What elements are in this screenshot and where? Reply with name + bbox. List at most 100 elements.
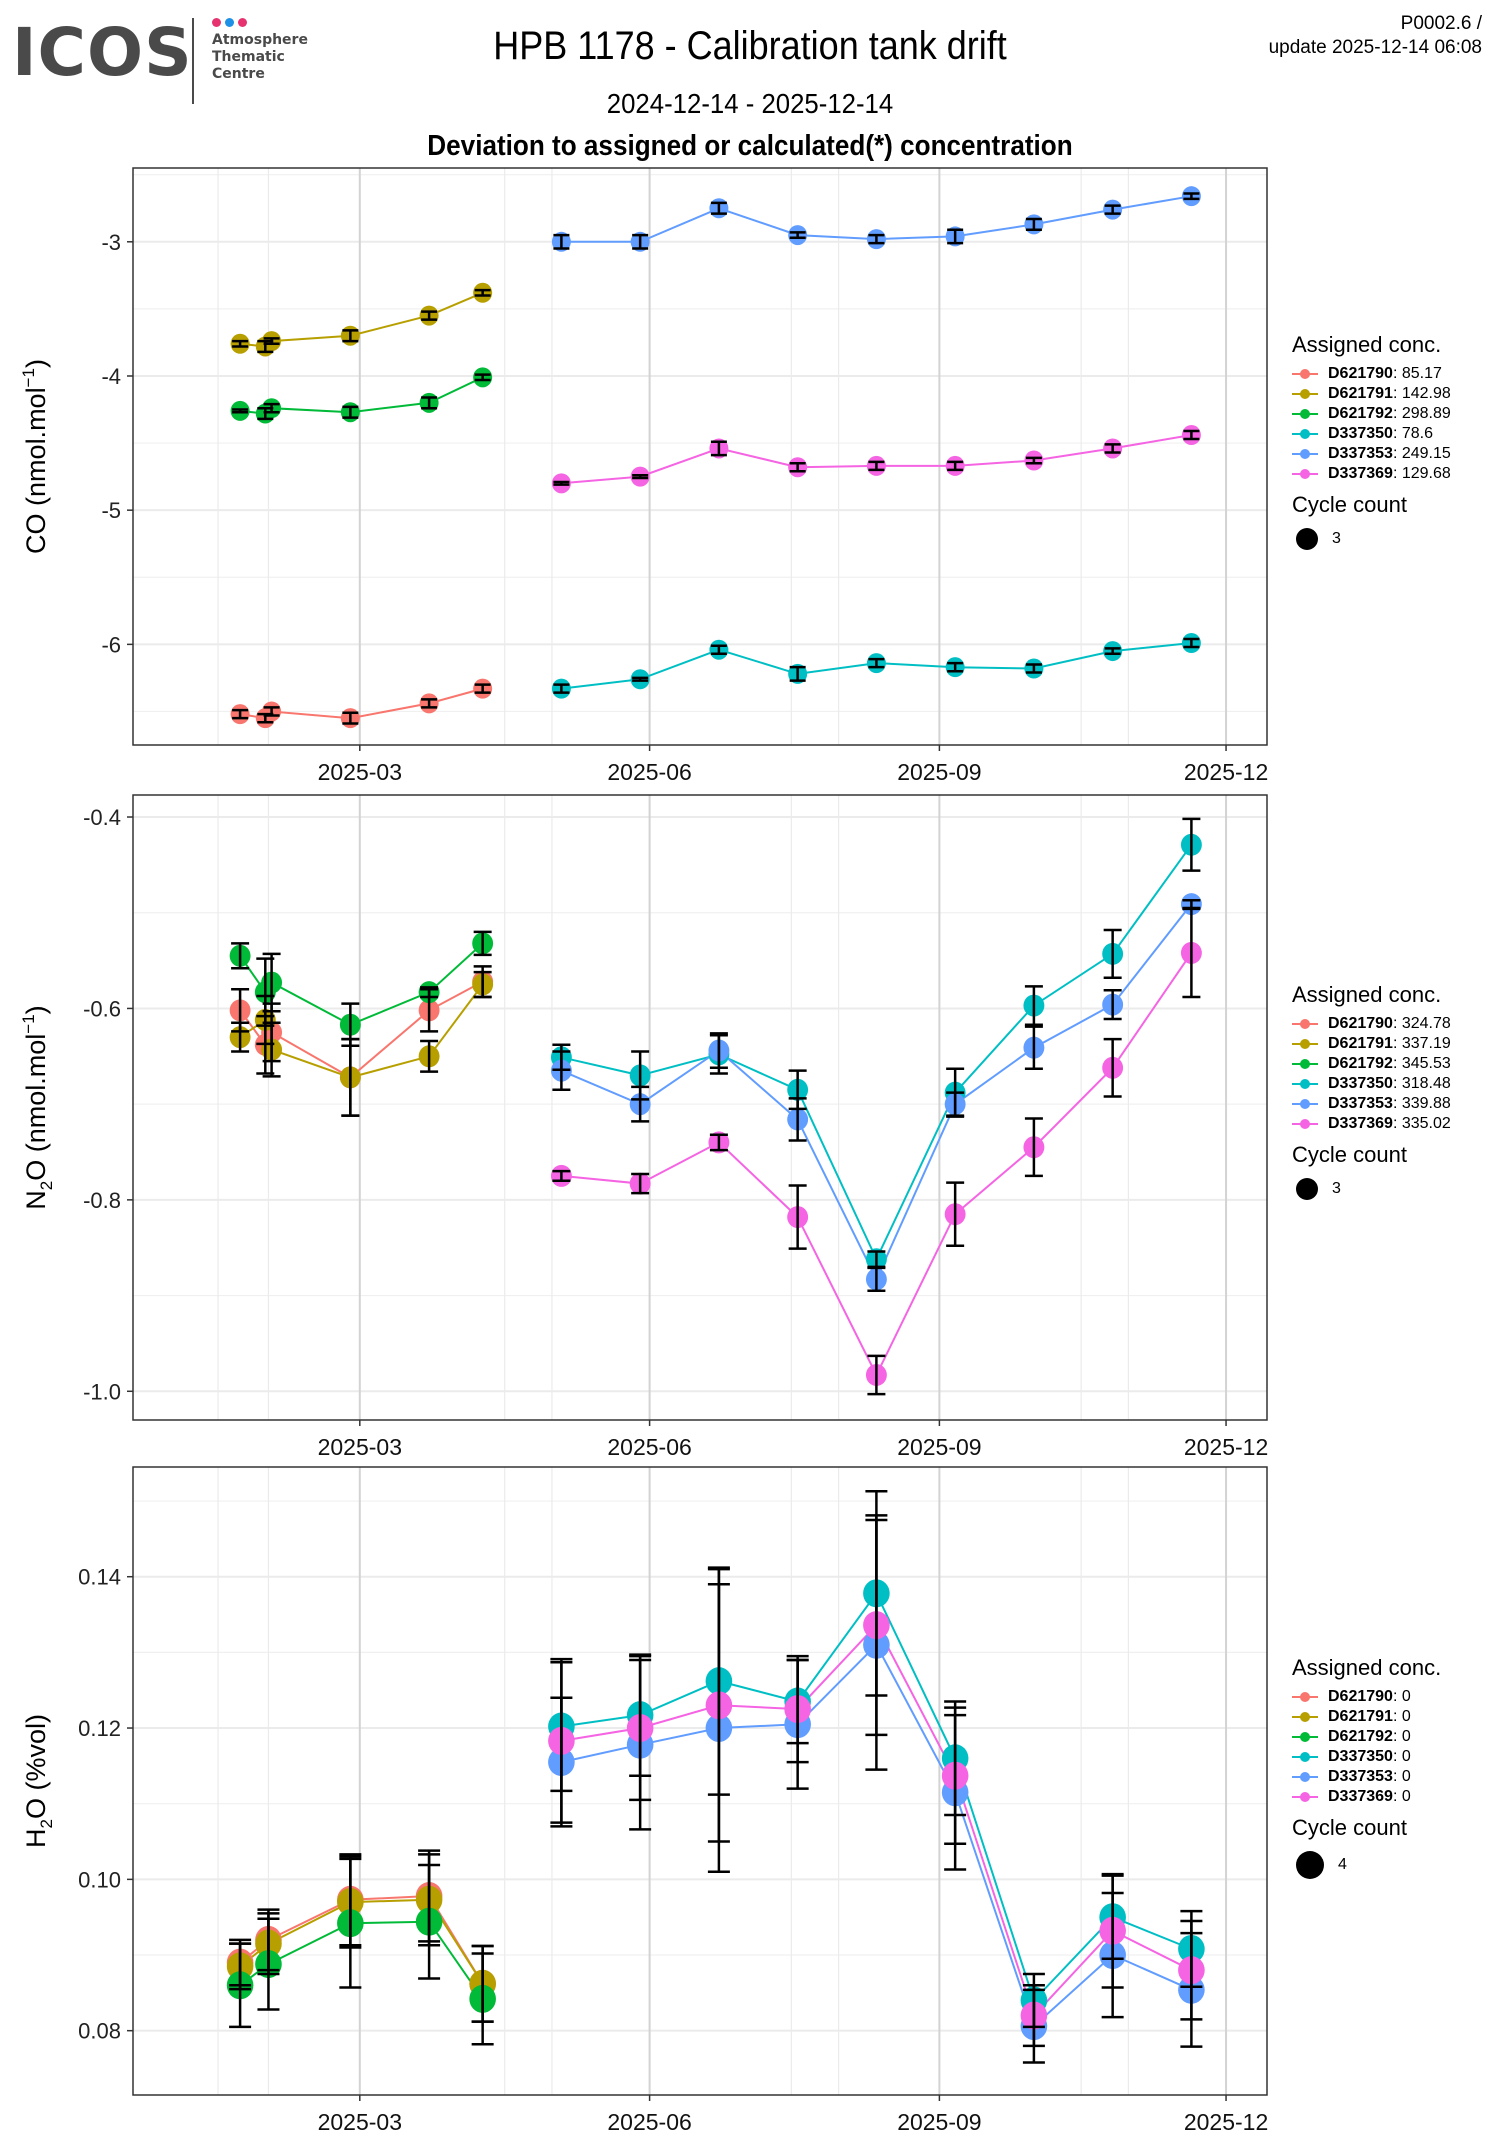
error-bar-D337369 [1101,1872,1124,1989]
error-bar-D621792 [341,1002,360,1048]
error-bar-D621792 [420,986,439,999]
error-bar-D337353 [789,231,806,240]
legend-cycle-count: 3 [1292,528,1451,550]
error-bar-D337353 [1183,192,1200,201]
panel-n2o: -0.4 -0.6 -0.8 -1.0 2025-03 2025-06 2025-09 202… [19,794,1268,1460]
y-tick-label: 0.12 [78,1716,121,1741]
legend-tank-id: D337369 [1328,465,1393,482]
y-axis-label: CO (nmol.mol−1) [19,359,51,554]
y-axis-label-text: O (%vol) [21,1714,51,1819]
y-axis-label-text: ) [21,1005,51,1014]
legend-assigned-value: : 324.78 [1392,1015,1451,1032]
y-axis-label-text: N [21,1190,51,1210]
legend-key-icon [1292,1687,1318,1707]
logo-subtitle: Atmosphere Thematic Centre [212,32,308,83]
error-bar-D621792 [229,1942,252,2029]
error-bar-D337369 [1025,456,1042,465]
error-bar-D337350 [1183,637,1200,649]
y-axis-label-text: H [21,1828,51,1848]
legend-key-icon [1292,464,1318,484]
legend-assigned-value: : 337.19 [1392,1035,1451,1052]
legend-tank-id: D621791 [1328,385,1393,402]
error-bar-D337369 [867,1354,886,1396]
y-axis-label-subscript: 2 [37,1819,56,1828]
error-bar-D621790 [232,708,249,720]
y-tick-label: -0.6 [83,996,121,1021]
x-tick-label: 2025-06 [607,1434,691,1460]
y-axis-label-superscript: −1 [19,368,38,387]
error-bar-D337350 [789,665,806,682]
legend-tank-id: D621791 [1328,1708,1393,1725]
error-bar-D337353 [632,233,649,250]
error-bar-D337353 [631,1085,650,1123]
legend-assigned-value: : 339.88 [1392,1095,1451,1112]
error-bar-D337369 [944,1706,967,1846]
legend-key-icon [1292,1014,1318,1034]
plot-border [132,1466,1268,2096]
logo-subtitle-line: Centre [212,66,265,82]
legend-item-D337350: D337350: 318.48 [1292,1074,1451,1094]
error-bar-D337350 [868,657,885,669]
legend-assigned-value: : 0 [1392,1788,1411,1805]
logo-dot [238,18,247,27]
legend-tank-id: D621792 [1328,405,1393,422]
date-range: 2024-12-14 - 2025-12-14 [606,88,894,119]
legend-title: Assigned conc. [1292,332,1442,357]
plot-border [132,794,1268,1421]
legend-tank-id: D621790 [1328,1015,1393,1032]
version-info: P0002.6 / update 2025-12-14 06:08 [1269,12,1482,60]
legend-tank-id: D337350 [1328,1748,1393,1765]
legend-assigned-value: : 345.53 [1392,1055,1451,1072]
panel-h2o: 0.14 0.12 0.10 0.08 2025-03 2025-06 2025-09 202… [21,1466,1268,2135]
version-label: P0002.6 / [1400,13,1482,34]
error-bar-D337369 [552,1169,571,1182]
y-tick-label: -5 [101,498,121,523]
y-axis-label-text: CO (nmol.mol [21,387,51,554]
error-bar-D621791 [420,1039,439,1073]
y-tick-label: -0.8 [83,1188,121,1213]
cycle-count-value: 3 [1332,1180,1341,1197]
cycle-count-dot-icon [1296,1851,1324,1879]
error-bar-D337369 [1182,907,1201,999]
error-bar-D337353 [788,1097,807,1142]
plot-background [133,795,1267,1420]
legend-cycle-title: Cycle count [1292,1142,1407,1167]
error-bar-D621792 [232,408,249,414]
error-bar-D337353 [710,201,727,215]
x-tick-label: 2025-12 [1184,759,1268,785]
legend-assigned-value: : 0 [1392,1748,1411,1765]
error-bar-D337369 [788,1184,807,1250]
y-tick-label: 0.14 [78,1565,121,1590]
legend-key-icon [1292,1767,1318,1787]
legend-item-D621792: D621792: 345.53 [1292,1054,1451,1074]
legend-cycle-title: Cycle count [1292,1815,1407,1840]
x-tick-label: 2025-03 [318,759,402,785]
error-bar-D337369 [946,1181,965,1248]
error-bar-D337369 [710,440,727,457]
error-bar-D621790 [474,683,491,694]
error-bar-D621792 [418,1863,441,1980]
error-bar-D337350 [1104,647,1121,656]
legend-item-D621792: D621792: 0 [1292,1727,1441,1747]
legend-assigned-value: : 298.89 [1392,405,1451,422]
error-bar-D337369 [631,1172,650,1195]
y-tick-label: -1.0 [83,1379,121,1404]
error-bar-D337350 [1103,928,1122,980]
logo-wordmark: ICOS [12,14,193,91]
cycle-count-value: 4 [1338,1856,1347,1873]
legend-item-D337369: D337369: 0 [1292,1787,1441,1807]
legend-key-icon [1292,1114,1318,1134]
error-bar-D337369 [947,460,964,472]
y-axis-label-subscript: 2 [37,1181,56,1190]
error-bar-D621792 [421,396,438,410]
error-bar-D621792 [257,1917,280,2011]
legend-assigned-value: : 0 [1392,1688,1411,1705]
error-bar-D621791 [473,970,492,999]
panel-co: -3 -4 -5 -6 2025-03 2025-06 2025-09 2025-12 CO (… [19,167,1268,785]
legend-item-D337369: D337369: 335.02 [1292,1114,1451,1134]
legend-key-icon [1292,1034,1318,1054]
error-bar-D337353 [553,233,570,250]
update-timestamp: update 2025-12-14 06:08 [1268,37,1482,58]
legend-tank-id: D337369 [1328,1788,1393,1805]
